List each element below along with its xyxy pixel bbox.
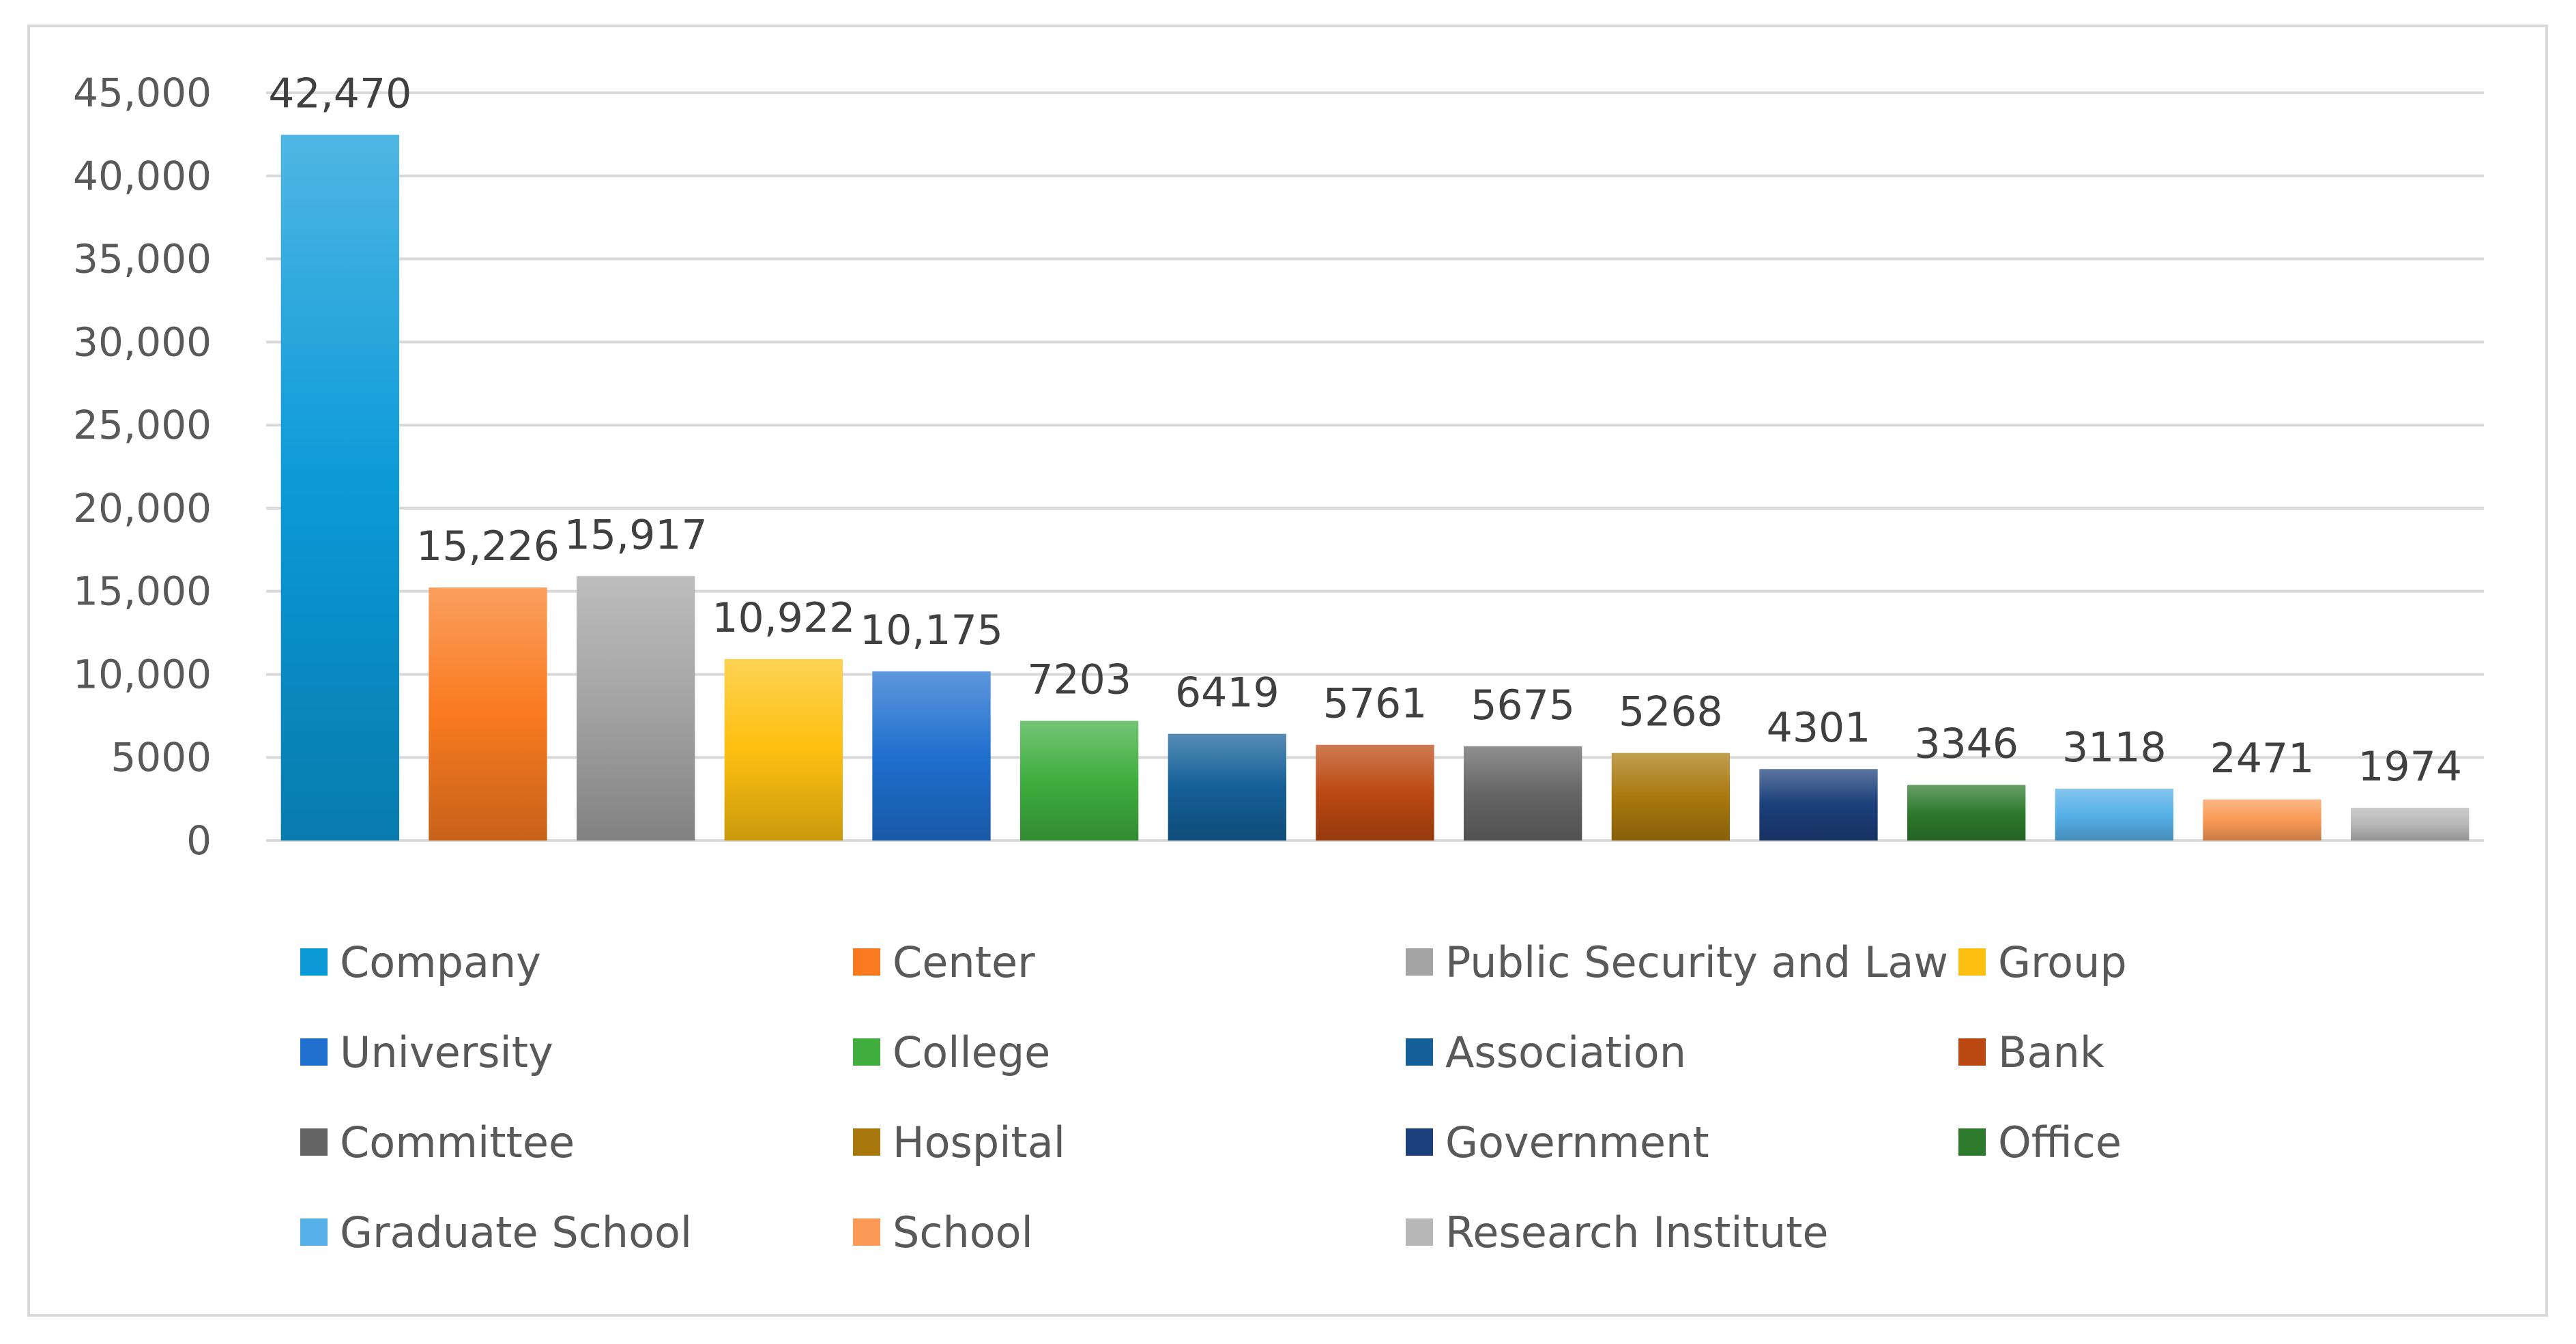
bar-company [280,134,399,841]
legend-swatch [1406,948,1433,976]
bar-graduate-school [2055,789,2173,841]
legend-swatch [300,1128,328,1156]
legend-label: Bank [1998,1027,2104,1077]
bars [280,134,2470,841]
legend-swatch [300,948,328,976]
data-label: 15,226 [416,523,560,570]
y-tick-label: 30,000 [73,319,212,365]
bar-school [2203,799,2321,841]
legend-swatch [853,1038,880,1066]
data-label: 2471 [2210,735,2315,783]
bar-research-institute [2351,807,2470,841]
legend-label: University [340,1027,553,1077]
legend-label: Office [1998,1117,2122,1167]
legend-swatch [300,1218,328,1246]
data-label: 5675 [1471,682,1575,729]
data-label: 5761 [1323,680,1428,728]
legend-swatch [300,1038,328,1066]
legend-swatch [1406,1038,1433,1066]
legend-swatch [1406,1218,1433,1246]
data-label: 42,470 [268,70,411,118]
legend-swatch [853,1128,880,1156]
data-label: 7203 [1027,656,1131,704]
bar-university [872,671,991,841]
legend-swatch [853,948,880,976]
data-label: 3346 [1914,720,2018,768]
legend-label: Committee [340,1117,575,1167]
data-label: 10,175 [860,607,1003,654]
y-tick-label: 15,000 [73,568,212,615]
data-label: 4301 [1767,704,1871,752]
legend-label: College [893,1027,1050,1077]
legend-label: Government [1445,1117,1709,1167]
legend-label: Group [1998,937,2127,987]
legend-swatch [853,1218,880,1246]
bar-center [429,587,547,841]
data-label: 1974 [2358,743,2462,791]
legend-label: Graduate School [340,1208,692,1257]
bar-office [1907,785,2026,841]
legend-label: School [893,1208,1033,1257]
bar-hospital [1611,753,1730,841]
bar-group [724,658,843,841]
data-label: 10,922 [712,594,855,642]
bar-bank [1316,744,1434,841]
legend-label: Center [893,937,1035,987]
legend-swatch [1958,1038,1986,1066]
data-label: 3118 [2062,724,2167,772]
y-tick-label: 40,000 [73,153,212,199]
legend-label: Association [1445,1027,1686,1077]
bar-government [1759,769,1878,841]
data-label: 5268 [1619,688,1723,736]
bar-public-security-and-law [577,576,695,841]
bar-association [1168,733,1286,841]
y-axis-tick-labels: 0 5000 10,000 15,000 20,000 25,000 30,000 35,00… [73,70,212,864]
y-tick-label: 25,000 [73,402,212,448]
legend-label: Research Institute [1445,1208,1829,1257]
legend-label: Public Security and Law [1445,937,1948,987]
legend-swatch [1406,1128,1433,1156]
y-tick-label: 20,000 [73,485,212,531]
bar-college [1020,720,1139,841]
y-tick-label: 5000 [111,734,212,780]
legend-label: Hospital [893,1117,1065,1167]
legend-label: Company [340,937,541,987]
y-tick-label: 10,000 [73,651,212,697]
legend: Company Center Public Security and Law Grou… [300,937,2127,1257]
y-tick-label: 45,000 [73,70,212,116]
legend-swatch [1958,948,1986,976]
data-label: 6419 [1175,669,1279,717]
bar-committee [1464,746,1582,841]
data-label: 15,917 [564,511,708,559]
legend-swatch [1958,1128,1986,1156]
y-tick-label: 35,000 [73,236,212,282]
y-tick-label: 0 [186,817,212,864]
